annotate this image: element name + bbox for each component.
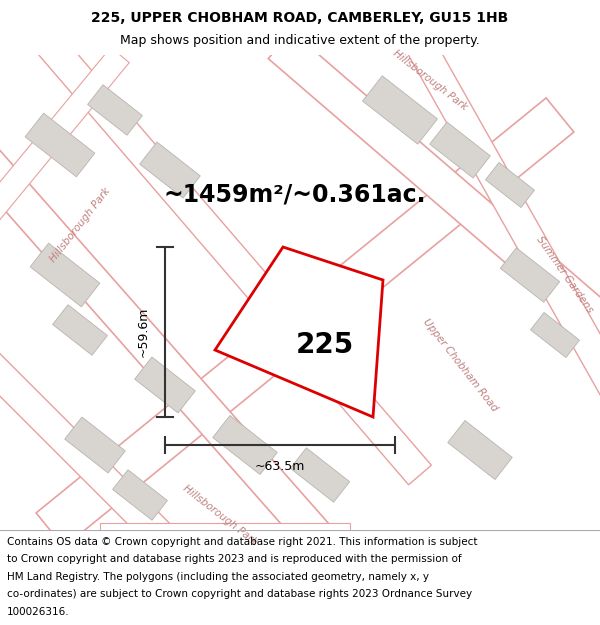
Text: Upper Chobham Road: Upper Chobham Road xyxy=(421,317,499,413)
Polygon shape xyxy=(88,85,142,135)
Text: Map shows position and indicative extent of the property.: Map shows position and indicative extent… xyxy=(120,34,480,47)
Text: 225: 225 xyxy=(296,331,354,359)
Text: Hillsborough Park: Hillsborough Park xyxy=(48,186,112,264)
Polygon shape xyxy=(530,312,580,358)
Text: co-ordinates) are subject to Crown copyright and database rights 2023 Ordnance S: co-ordinates) are subject to Crown copyr… xyxy=(7,589,472,599)
Text: ~59.6m: ~59.6m xyxy=(137,307,149,357)
Polygon shape xyxy=(407,38,600,442)
Text: Summer Gardens: Summer Gardens xyxy=(535,235,595,315)
Polygon shape xyxy=(268,31,600,369)
Text: 100026316.: 100026316. xyxy=(7,607,70,617)
Polygon shape xyxy=(215,247,383,417)
Polygon shape xyxy=(38,35,431,485)
Polygon shape xyxy=(140,142,200,198)
Polygon shape xyxy=(290,448,350,502)
Polygon shape xyxy=(485,162,535,208)
Polygon shape xyxy=(100,523,350,547)
Polygon shape xyxy=(36,98,574,547)
Polygon shape xyxy=(0,344,211,586)
Text: to Crown copyright and database rights 2023 and is reproduced with the permissio: to Crown copyright and database rights 2… xyxy=(7,554,462,564)
Polygon shape xyxy=(135,357,195,413)
Text: Contains OS data © Crown copyright and database right 2021. This information is : Contains OS data © Crown copyright and d… xyxy=(7,537,478,547)
Polygon shape xyxy=(448,421,512,479)
Polygon shape xyxy=(0,143,364,587)
Polygon shape xyxy=(213,416,277,474)
Polygon shape xyxy=(113,470,167,520)
Text: Hillsborough Park: Hillsborough Park xyxy=(391,48,469,112)
Text: Hillsborough Park: Hillsborough Park xyxy=(181,483,259,547)
Polygon shape xyxy=(500,248,560,302)
Polygon shape xyxy=(0,48,129,232)
Polygon shape xyxy=(362,76,437,144)
Polygon shape xyxy=(430,122,490,178)
Text: HM Land Registry. The polygons (including the associated geometry, namely x, y: HM Land Registry. The polygons (includin… xyxy=(7,572,429,582)
Text: 225, UPPER CHOBHAM ROAD, CAMBERLEY, GU15 1HB: 225, UPPER CHOBHAM ROAD, CAMBERLEY, GU15… xyxy=(91,11,509,25)
Polygon shape xyxy=(25,113,95,177)
Polygon shape xyxy=(53,305,107,355)
Text: ~63.5m: ~63.5m xyxy=(255,461,305,474)
Polygon shape xyxy=(65,417,125,473)
Polygon shape xyxy=(30,243,100,307)
Text: ~1459m²/~0.361ac.: ~1459m²/~0.361ac. xyxy=(164,183,426,207)
